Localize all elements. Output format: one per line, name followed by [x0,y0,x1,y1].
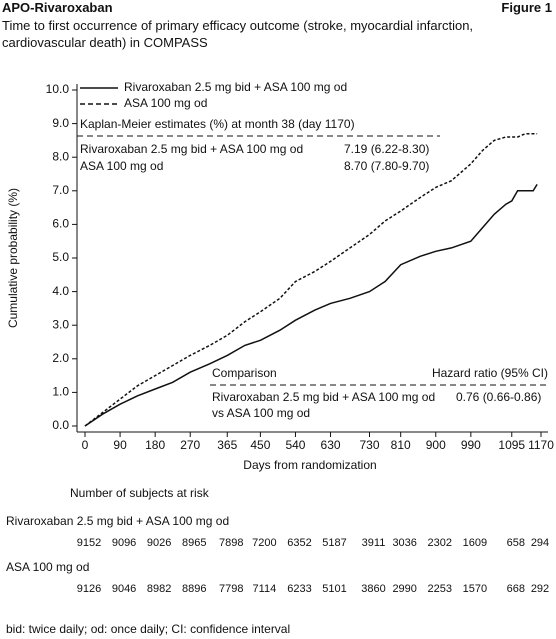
km-curve [84,184,538,427]
risk-count: 658 [507,537,525,549]
y-tick-label: 3.0 [52,317,69,331]
x-tick-label: 810 [391,438,411,452]
x-tick-label: 900 [426,438,446,452]
risk-count: 9126 [77,583,101,595]
km-row-label: Rivaroxaban 2.5 mg bid + ASA 100 mg od [80,142,303,156]
risk-count: 8965 [182,537,206,549]
risk-count: 8982 [147,583,171,595]
x-axis-label: Days from randomization [243,458,376,472]
risk-count: 292 [531,583,549,595]
chart-title: Time to first occurrence of primary effi… [2,18,474,50]
x-tick-label: 540 [285,438,305,452]
comparison-label: vs ASA 100 mg od [212,406,310,420]
risk-count: 668 [507,583,525,595]
y-tick-label: 9.0 [52,116,69,130]
risk-row-name: Rivaroxaban 2.5 mg bid + ASA 100 mg od [6,514,229,528]
km-row-value: 7.19 (6.22-8.30) [344,142,429,156]
y-tick-label: 10.0 [46,82,70,96]
risk-count: 6233 [287,583,311,595]
risk-count: 294 [531,537,549,549]
x-tick-label: 730 [359,438,379,452]
km-row-value: 8.70 (7.80-9.70) [344,159,429,173]
risk-count: 7898 [219,537,243,549]
x-tick-label: 365 [217,438,237,452]
km-curve [84,132,538,427]
risk-title: Number of subjects at risk [70,486,210,500]
km-title: Kaplan-Meier estimates (%) at month 38 (… [80,117,355,131]
hazard-ratio: 0.76 (0.66-0.86) [456,390,541,404]
y-tick-label: 2.0 [52,351,69,365]
risk-count: 1609 [463,537,487,549]
legend-label: Rivaroxaban 2.5 mg bid + ASA 100 mg od [124,80,347,94]
risk-count: 9046 [112,583,136,595]
risk-count: 3911 [362,537,386,549]
y-tick-label: 1.0 [52,385,69,399]
footnote: bid: twice daily; od: once daily; CI: co… [6,622,290,636]
x-tick-label: 450 [250,438,270,452]
km-row-label: ASA 100 mg od [80,159,163,173]
risk-count: 5101 [322,583,346,595]
y-tick-label: 4.0 [52,284,69,298]
risk-count: 9026 [147,537,171,549]
hr-header: Hazard ratio (95% CI) [432,366,548,380]
risk-count: 2990 [392,583,416,595]
x-tick-label: 90 [113,438,127,452]
risk-count: 1570 [463,583,487,595]
y-tick-label: 5.0 [52,250,69,264]
risk-count: 8896 [182,583,206,595]
x-tick-label: 1170 [528,438,554,452]
risk-count: 5187 [322,537,346,549]
risk-count: 3036 [392,537,416,549]
x-tick-label: 180 [145,438,165,452]
header-title: APO-Rivaroxaban [2,0,113,15]
risk-count: 7200 [252,537,276,549]
y-axis-label: Cumulative probability (%) [6,188,20,328]
risk-count: 2302 [428,537,452,549]
x-tick-label: 630 [321,438,341,452]
risk-count: 9152 [77,537,101,549]
x-tick-label: 0 [82,438,89,452]
risk-count: 6352 [287,537,311,549]
y-tick-label: 8.0 [52,149,69,163]
risk-count: 2253 [428,583,452,595]
x-tick-label: 270 [180,438,200,452]
risk-count: 7114 [253,583,277,595]
y-tick-label: 6.0 [52,217,69,231]
x-tick-label: 990 [461,438,481,452]
x-tick-label: 1095 [498,438,525,452]
legend-label: ASA 100 mg od [124,96,207,110]
y-tick-label: 0.0 [52,418,69,432]
comparison-label: Rivaroxaban 2.5 mg bid + ASA 100 mg od [212,390,435,404]
figure-label: Figure 1 [501,0,552,15]
risk-count: 7798 [219,583,243,595]
comparison-header: Comparison [212,366,277,380]
risk-count: 3860 [361,583,385,595]
y-tick-label: 7.0 [52,183,69,197]
risk-row-name: ASA 100 mg od [6,560,89,574]
risk-count: 9096 [112,537,136,549]
